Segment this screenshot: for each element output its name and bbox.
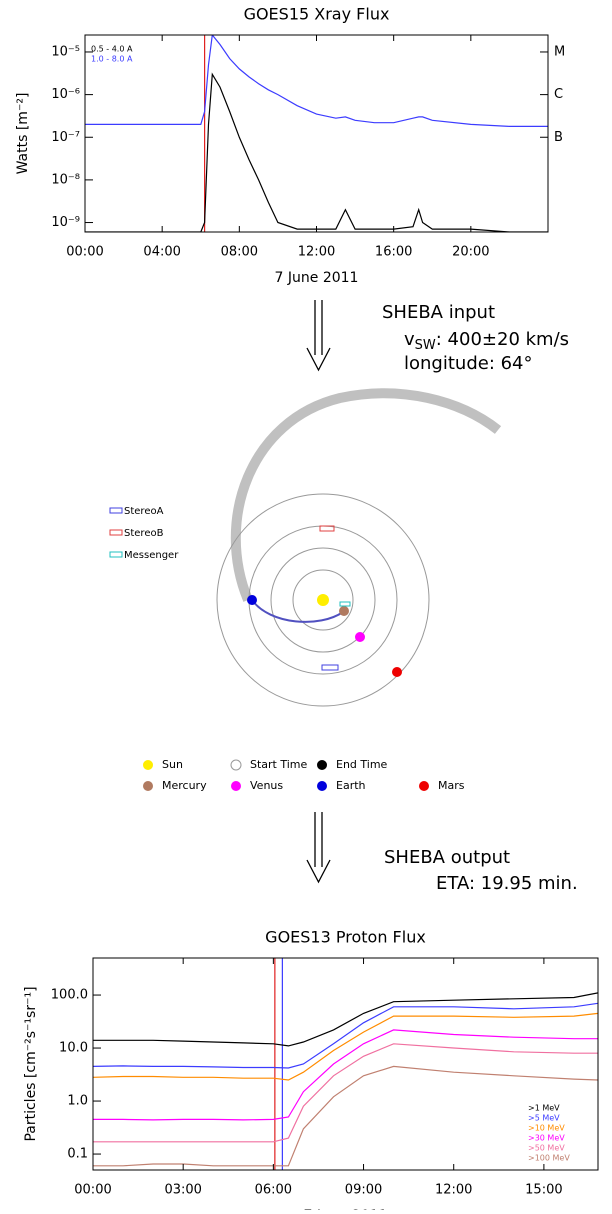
legend-label: >100 MeV [528,1154,570,1163]
x-tick-label: 12:00 [435,1183,472,1198]
eta: ETA: 19.95 min. [436,873,578,894]
legend-label: Messenger [124,550,179,561]
input-title: SHEBA input [382,302,495,323]
key-label: Start Time [250,758,308,771]
series-line [93,1044,598,1142]
mercury [339,606,349,616]
key-label: Earth [336,779,366,792]
key-label: Sun [162,758,183,771]
y2-tick-label: B [554,130,563,145]
x-tick-label: 12:00 [298,245,335,260]
page: SHEBA input vSW: 400±20 km/s longitude: … [0,0,612,1210]
speed: vSW: 400±20 km/s [404,329,569,353]
series-line [85,74,548,232]
series-line [85,35,548,126]
y-axis-label: Watts [m⁻²] [15,93,31,175]
x-axis-label: 7 June 2011 [275,270,359,286]
chart-title: GOES15 Xray Flux [244,5,390,24]
arrow [307,812,330,882]
y-tick-label: 10⁻⁸ [51,172,80,187]
legend-label: >30 MeV [528,1134,565,1143]
x-tick-label: 09:00 [345,1183,382,1198]
stereo-a [322,665,338,670]
key-venus [231,781,241,791]
y-tick-label: 10.0 [59,1041,88,1056]
longitude: longitude: 64° [404,353,533,374]
y-tick-label: 100.0 [51,988,88,1003]
series-line [93,1066,598,1165]
y-axis-label: Particles [cm⁻²s⁻¹sr⁻¹] [23,986,39,1141]
x-tick-label: 16:00 [375,245,412,260]
y-tick-label: 1.0 [67,1094,88,1109]
key-mercury [143,781,153,791]
key-sun [143,760,153,770]
y-tick-label: 10⁻⁶ [51,87,80,102]
key-label: End Time [336,758,388,771]
arrow [307,300,330,370]
x-tick-label: 00:00 [66,245,103,260]
y2-tick-label: C [554,87,563,102]
legend-label: StereoB [124,528,164,539]
legend-label: 0.5 - 4.0 A [91,45,133,54]
y2-tick-label: M [554,44,565,59]
earth [247,595,257,605]
y-tick-label: 10⁻⁹ [51,215,80,230]
x-tick-label: 08:00 [221,245,258,260]
plot-frame [85,35,548,232]
y-tick-label: 10⁻⁵ [51,44,80,59]
field-line [252,600,343,622]
messenger [340,602,350,606]
chart-title: GOES13 Proton Flux [265,928,426,947]
legend-label: 1.0 - 8.0 A [91,55,133,64]
sun [317,594,329,606]
x-tick-label: 06:00 [255,1183,292,1198]
key-earth [317,781,327,791]
x-tick-label: 00:00 [74,1183,111,1198]
key-mars [419,781,429,791]
legend-label: >10 MeV [528,1124,565,1133]
key-end [317,760,327,770]
plot-frame [93,958,598,1170]
legend-swatch [110,530,122,535]
legend-label: >50 MeV [528,1144,565,1153]
orbit-diagram: StereoA StereoB Messenger Sun Start Time… [110,393,498,792]
x-tick-label: 04:00 [143,245,180,260]
y-tick-label: 0.1 [67,1147,88,1162]
key-label: Mercury [162,779,207,792]
output-title: SHEBA output [384,847,510,868]
spiral [236,393,498,600]
key-label: Venus [250,779,283,792]
mars [392,667,402,677]
legend-swatch [110,552,122,557]
x-tick-label: 15:00 [525,1183,562,1198]
legend-label: >1 MeV [528,1104,560,1113]
legend-swatch [110,508,122,513]
series-line [93,1003,598,1068]
x-tick-label: 03:00 [164,1183,201,1198]
venus [355,632,365,642]
legend-label: >5 MeV [528,1114,560,1123]
key-start [231,760,241,770]
key-label: Mars [438,779,465,792]
legend-label: StereoA [124,506,164,517]
y-tick-label: 10⁻⁷ [51,130,80,145]
x-tick-label: 20:00 [452,245,489,260]
